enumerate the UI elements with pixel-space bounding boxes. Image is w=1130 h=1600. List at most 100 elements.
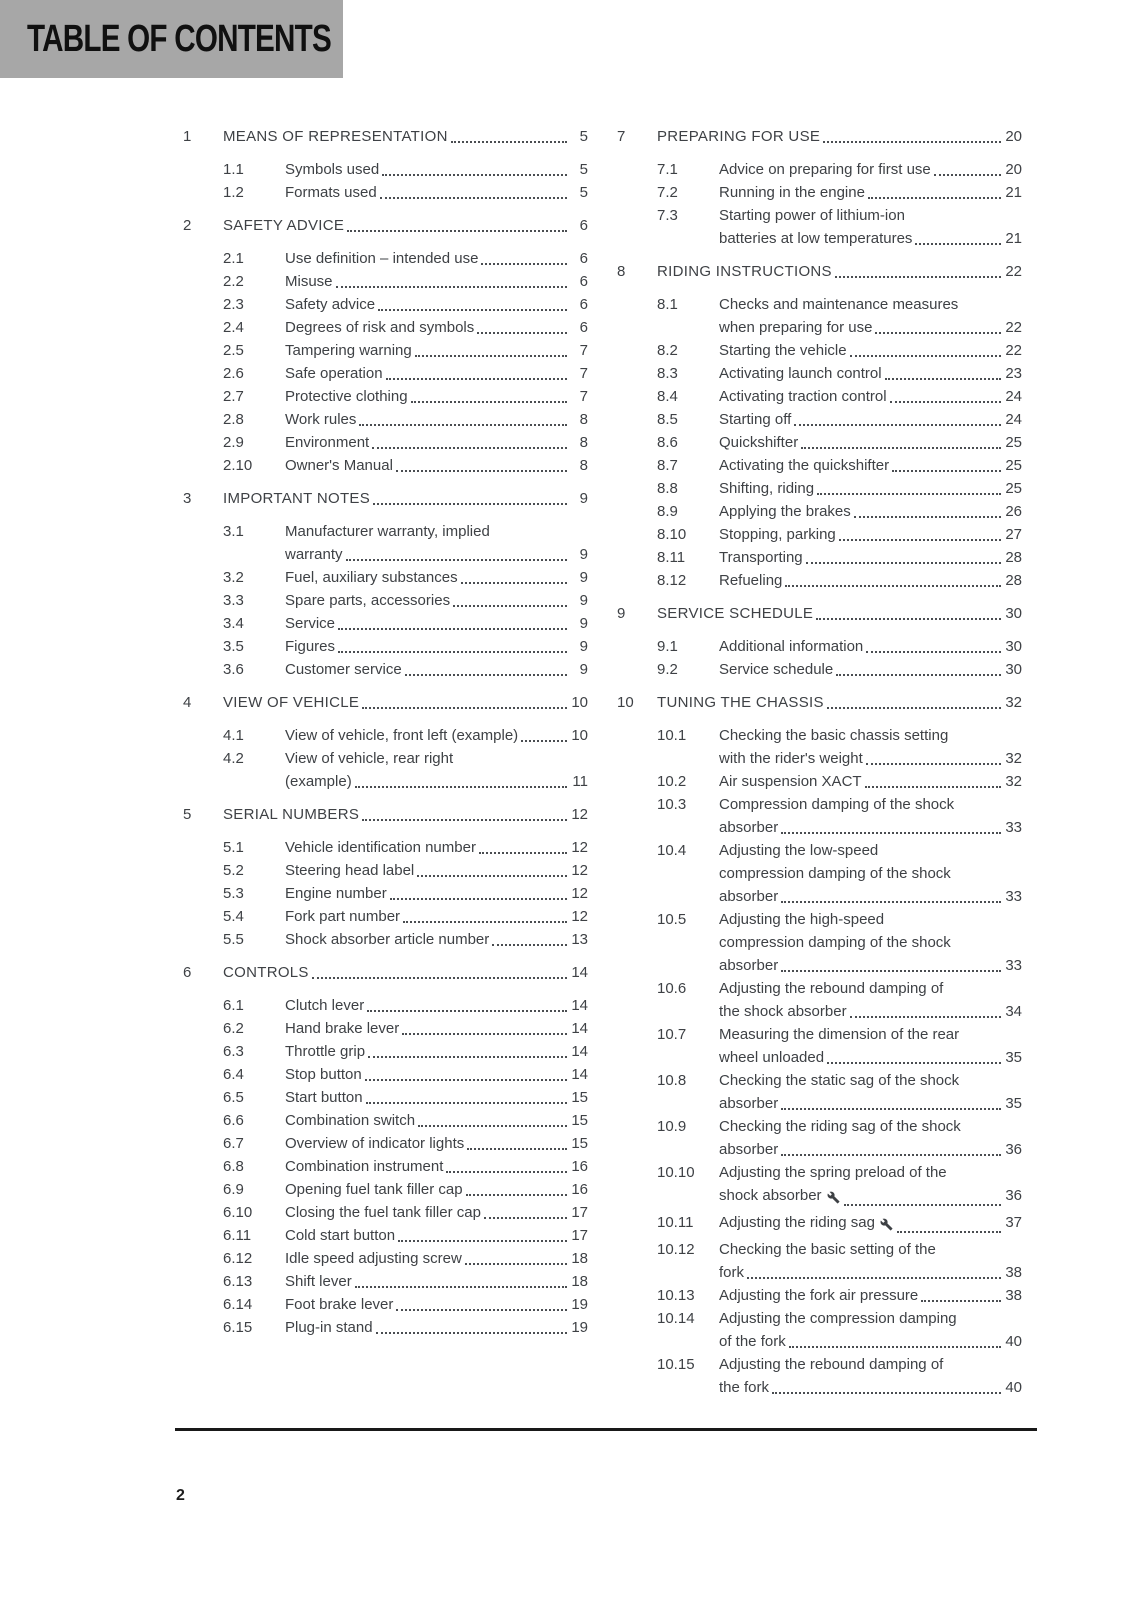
dot-leader [389,898,567,900]
section-body: SERIAL NUMBERS 12 [223,803,588,826]
toc-section-row: 8 RIDING INSTRUCTIONS 22 [617,260,1022,283]
toc-entry-row: 5.3 Engine number 12 [183,882,588,905]
entry-body: Work rules 8 [285,408,588,431]
entry-body: Use definition – intended use 6 [285,247,588,270]
toc-entry-row: 8.1 Checks and maintenance measures when p… [617,293,1022,339]
footer-page-number: 2 [176,1487,185,1504]
toc-entry-text: Starting the vehicle [719,342,847,359]
toc-entry-text: Shift lever [285,1273,352,1290]
toc-entry-last-line: Figures 9 [285,635,588,658]
entry-number: 6.11 [223,1227,252,1244]
entry-number: 10.5 [657,911,687,928]
section-line: TUNING THE CHASSIS 32 [657,691,1022,714]
dot-leader [915,243,1001,245]
entry-body: Hand brake lever 14 [285,1017,588,1040]
entry-line: Adjusting the compression damping [719,1310,957,1327]
toc-entry-last-line: Adjusting the riding sag 37 [719,1211,1022,1238]
entry-line: Compression damping of the shock [719,796,955,813]
entry-number: 3.5 [223,638,244,655]
toc-entry-last-line: Safe operation 7 [285,362,588,385]
toc-entry-row: 2.6 Safe operation 7 [183,362,588,385]
toc-column-right: 7 PREPARING FOR USE 20 7.1 Advice on prepari… [617,115,1022,1399]
page-reference: 13 [571,931,588,948]
dot-leader [781,1108,1001,1110]
section-line: SERVICE SCHEDULE 30 [657,602,1022,625]
page-reference: 25 [1005,457,1022,474]
page-reference: 28 [1005,549,1022,566]
toc-entry-last-line: Hand brake lever 14 [285,1017,588,1040]
entry-body: Adjusting the high-speed compression damp… [719,908,1022,977]
entry-number: 8.7 [657,457,678,474]
toc-entry-text: Environment [285,434,370,451]
toc-entry-text: Fuel, auxiliary substances [285,569,458,586]
toc-entry-row: 8.8 Shifting, riding 25 [617,477,1022,500]
page-reference: 33 [1005,819,1022,836]
toc-entry-last-line: Refueling 28 [719,569,1022,592]
toc-entry-text: Cold start button [285,1227,396,1244]
toc-entry-text: Applying the brakes [719,503,851,520]
toc-entry-text: Owner's Manual [285,457,393,474]
entry-number: 8.2 [657,342,678,359]
dot-leader [781,832,1001,834]
dot-leader [889,401,1001,403]
dot-leader [747,1277,1001,1279]
entry-body: Quickshifter 25 [719,431,1022,454]
dot-leader [477,332,567,334]
toc-entry-row: 10.13 Adjusting the fork air pressure 38 [617,1284,1022,1307]
toc-entry-row: 4.1 View of vehicle, front left (example)… [183,724,588,747]
toc-entry-text: Tampering warning [285,342,412,359]
section-body: PREPARING FOR USE 20 [657,125,1022,148]
toc-entry-text: Refueling [719,572,783,589]
entry-number: 10.1 [657,727,687,744]
dot-leader [368,1056,567,1058]
entry-body: Safe operation 7 [285,362,588,385]
entry-number: 2.10 [223,457,253,474]
dot-leader [450,141,567,143]
entry-body: Service 9 [285,612,588,635]
entry-line: View of vehicle, rear right [285,750,454,767]
dot-leader [385,378,567,380]
dot-leader [826,707,1001,709]
toc-entry-row: 6.4 Stop button 14 [183,1063,588,1086]
toc-entry-text: Fork part number [285,908,401,925]
toc-entry-row: 2.1 Use definition – intended use 6 [183,247,588,270]
page-reference: 27 [1005,526,1022,543]
page-reference: 12 [571,885,588,902]
toc-entry-row: 10.2 Air suspension XACT 32 [617,770,1022,793]
entry-body: Adjusting the rebound damping of the fork… [719,1353,1022,1399]
section-number: 1 [183,128,192,145]
toc-entry-row: 7.2 Running in the engine 21 [617,181,1022,204]
entry-number: 10.4 [657,842,687,859]
wrench-icon [827,1188,840,1211]
dot-leader [364,1079,567,1081]
entry-body: Clutch lever 14 [285,994,588,1017]
page-reference: 8 [579,434,588,451]
page-reference: 5 [579,128,588,145]
entry-number: 2.6 [223,365,244,382]
dot-leader [403,921,567,923]
page-reference: 16 [571,1158,588,1175]
dot-leader [347,230,567,232]
page-reference: 30 [1005,605,1022,622]
page-reference: 35 [1005,1049,1022,1066]
entry-body: Opening fuel tank filler cap 16 [285,1178,588,1201]
section-title: IMPORTANT NOTES [223,490,371,507]
page-reference: 30 [1005,638,1022,655]
entry-body: Closing the fuel tank filler cap 17 [285,1201,588,1224]
entry-number: 6.15 [223,1319,253,1336]
toc-entry-text: Vehicle identification number [285,839,476,856]
entry-number: 8.1 [657,296,678,313]
entry-line: Checks and maintenance measures [719,296,959,313]
entry-body: Cold start button 17 [285,1224,588,1247]
entry-number: 8.11 [657,549,686,566]
page-reference: 7 [579,388,588,405]
entry-number: 5.4 [223,908,244,925]
page-reference: 22 [1005,263,1022,280]
page-reference: 6 [579,250,588,267]
section-number: 2 [183,217,192,234]
toc-entry-last-line: shock absorber 36 [719,1184,1022,1211]
toc-entry-row: 6.6 Combination switch 15 [183,1109,588,1132]
toc-entry-text: Shifting, riding [719,480,815,497]
toc-entry-row: 2.4 Degrees of risk and symbols 6 [183,316,588,339]
section-number: 8 [617,263,626,280]
